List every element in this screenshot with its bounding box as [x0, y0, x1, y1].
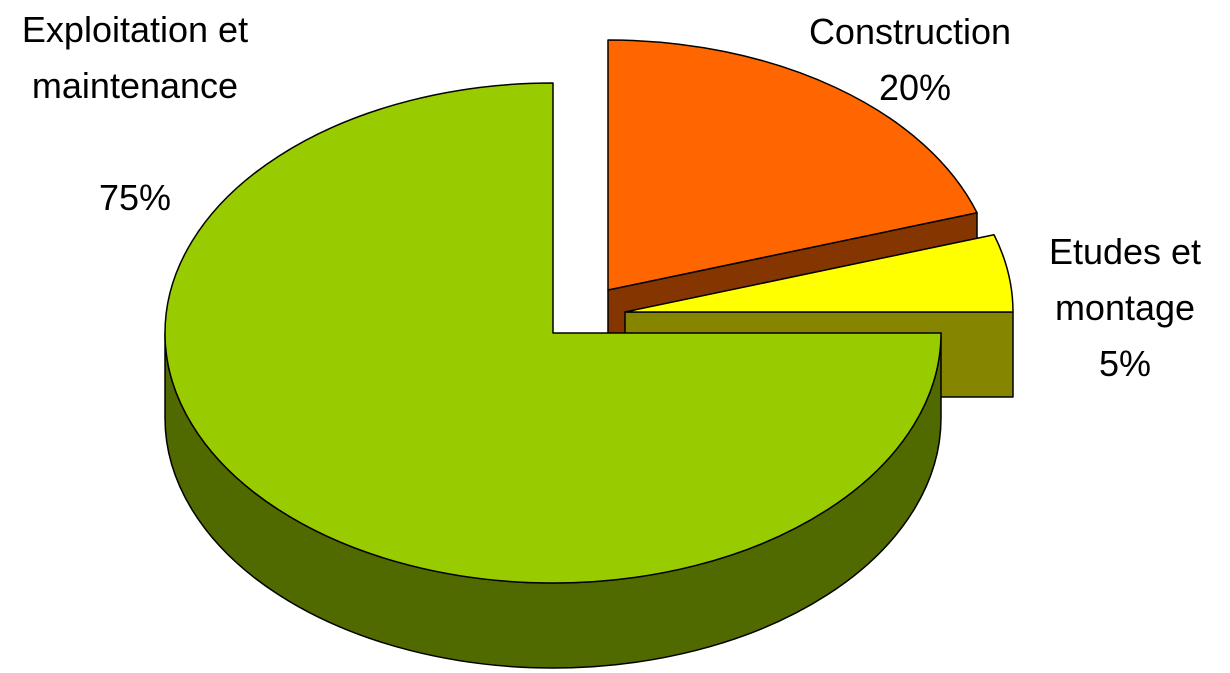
slice-value-label: 5%	[1098, 343, 1152, 384]
slice-label: Construction	[808, 11, 1012, 52]
slice-label: Etudes et montage	[1048, 231, 1202, 328]
slice-value-label: 75%	[98, 177, 172, 218]
pie-slice	[607, 39, 978, 291]
pie-slice	[624, 233, 1014, 313]
slice-label: Exploitation et maintenance	[21, 9, 249, 106]
pie-slice	[164, 82, 942, 584]
slice-value-label: 20%	[878, 67, 952, 108]
